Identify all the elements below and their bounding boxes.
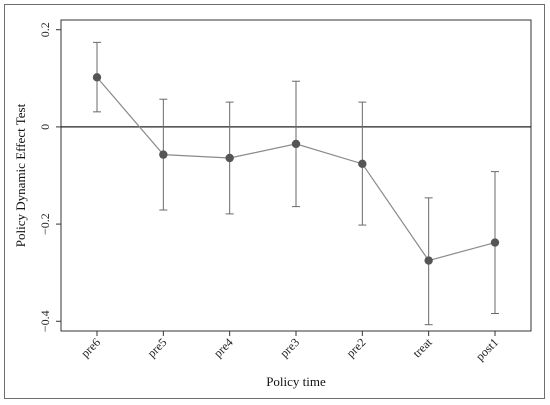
x-axis: pre6 pre5 pre4 pre3 pre2 treat post1 <box>78 331 501 364</box>
x-tick-label: pre5 <box>144 335 169 360</box>
y-tick-label: 0.2 <box>38 22 52 37</box>
y-tick-label: −0.4 <box>38 310 52 332</box>
chart-frame: 0.2 0 −0.2 −0.4 pre6 pre5 pre4 pre3 pre2 treat po… <box>4 4 545 399</box>
data-point <box>225 153 234 163</box>
data-point <box>490 238 500 247</box>
y-tick-label: 0 <box>38 124 52 130</box>
x-tick-label: post1 <box>473 335 501 363</box>
data-point <box>159 150 168 159</box>
data-point <box>424 256 433 265</box>
x-tick-label: treat <box>410 335 435 360</box>
y-tick-label: −0.2 <box>38 213 52 235</box>
x-tick-label: pre2 <box>343 335 368 360</box>
x-tick-label: pre3 <box>277 335 302 360</box>
data-points <box>92 73 500 265</box>
y-axis-title: Policy Dynamic Effect Test <box>13 103 28 247</box>
x-tick-label: pre6 <box>78 335 103 360</box>
data-point <box>92 73 102 82</box>
data-point <box>291 139 301 149</box>
y-axis: 0.2 0 −0.2 −0.4 <box>38 22 61 332</box>
chart: 0.2 0 −0.2 −0.4 pre6 pre5 pre4 pre3 pre2 treat po… <box>13 19 532 389</box>
x-tick-label: pre4 <box>211 335 236 360</box>
x-axis-title: Policy time <box>266 374 326 389</box>
error-bars <box>93 41 499 326</box>
data-point <box>358 159 367 169</box>
